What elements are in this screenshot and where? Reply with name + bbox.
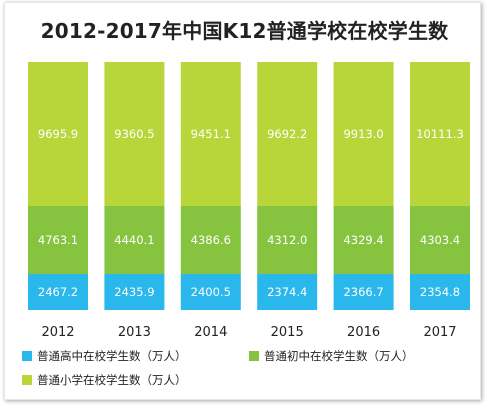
- bar-primary-2015: [257, 62, 318, 206]
- value-label-primary-2015: 9692.2: [267, 127, 307, 141]
- x-tick-label-2016: 2016: [347, 325, 380, 340]
- value-label-senior-high-2012: 2467.2: [38, 285, 78, 299]
- value-label-senior-high-2016: 2366.7: [343, 285, 383, 299]
- x-tick-label-2015: 2015: [271, 325, 304, 340]
- x-tick-label-2017: 2017: [423, 325, 456, 340]
- bar-junior-high-2017: [410, 206, 470, 274]
- x-tick-labels-group: 2012 2013 2014 2015 2016 2017: [41, 325, 456, 340]
- x-tick-label-2014: 2014: [194, 325, 227, 340]
- value-label-senior-high-2013: 2435.9: [114, 285, 154, 299]
- value-label-primary-2014: 9451.1: [191, 127, 231, 141]
- value-label-primary-2012: 9695.9: [38, 127, 78, 141]
- value-label-junior-high-2015: 4312.0: [267, 233, 307, 247]
- value-label-junior-high-2016: 4329.4: [343, 233, 383, 247]
- bar-junior-high-2016: [333, 206, 394, 274]
- bar-primary-2014: [180, 62, 241, 206]
- bar-junior-high-2012: [28, 206, 88, 274]
- bar-junior-high-2013: [104, 206, 165, 274]
- x-tick-label-2013: 2013: [118, 325, 151, 340]
- value-label-junior-high-2013: 4440.1: [114, 233, 154, 247]
- value-label-senior-high-2017: 2354.8: [420, 285, 460, 299]
- value-label-primary-2013: 9360.5: [114, 127, 154, 141]
- bar-senior-high-2017: [410, 274, 470, 310]
- bars-group: [28, 62, 470, 310]
- x-tick-label-2012: 2012: [41, 325, 74, 340]
- chart-title: 2012-2017年中国K12普通学校在校学生数: [40, 19, 449, 43]
- value-label-senior-high-2015: 2374.4: [267, 285, 307, 299]
- value-label-primary-2016: 9913.0: [343, 127, 383, 141]
- value-label-primary-2017: 10111.3: [416, 127, 464, 141]
- bar-junior-high-2014: [180, 206, 241, 274]
- bar-primary-2016: [333, 62, 394, 206]
- value-label-junior-high-2012: 4763.1: [38, 233, 78, 247]
- bar-senior-high-2012: [28, 274, 88, 310]
- value-label-junior-high-2017: 4303.4: [420, 233, 460, 247]
- value-labels-group: 2467.2 4763.1 9695.9 2435.9 4440.1 9360.5 2400…: [38, 127, 464, 299]
- value-label-senior-high-2014: 2400.5: [191, 285, 231, 299]
- bar-senior-high-2014: [180, 274, 241, 310]
- bar-primary-2017: [410, 62, 470, 206]
- value-label-junior-high-2014: 4386.6: [191, 233, 231, 247]
- bar-primary-2013: [104, 62, 165, 206]
- bar-junior-high-2015: [257, 206, 318, 274]
- bar-senior-high-2016: [333, 274, 394, 310]
- bar-senior-high-2015: [257, 274, 318, 310]
- bar-primary-2012: [28, 62, 88, 206]
- bar-senior-high-2013: [104, 274, 165, 310]
